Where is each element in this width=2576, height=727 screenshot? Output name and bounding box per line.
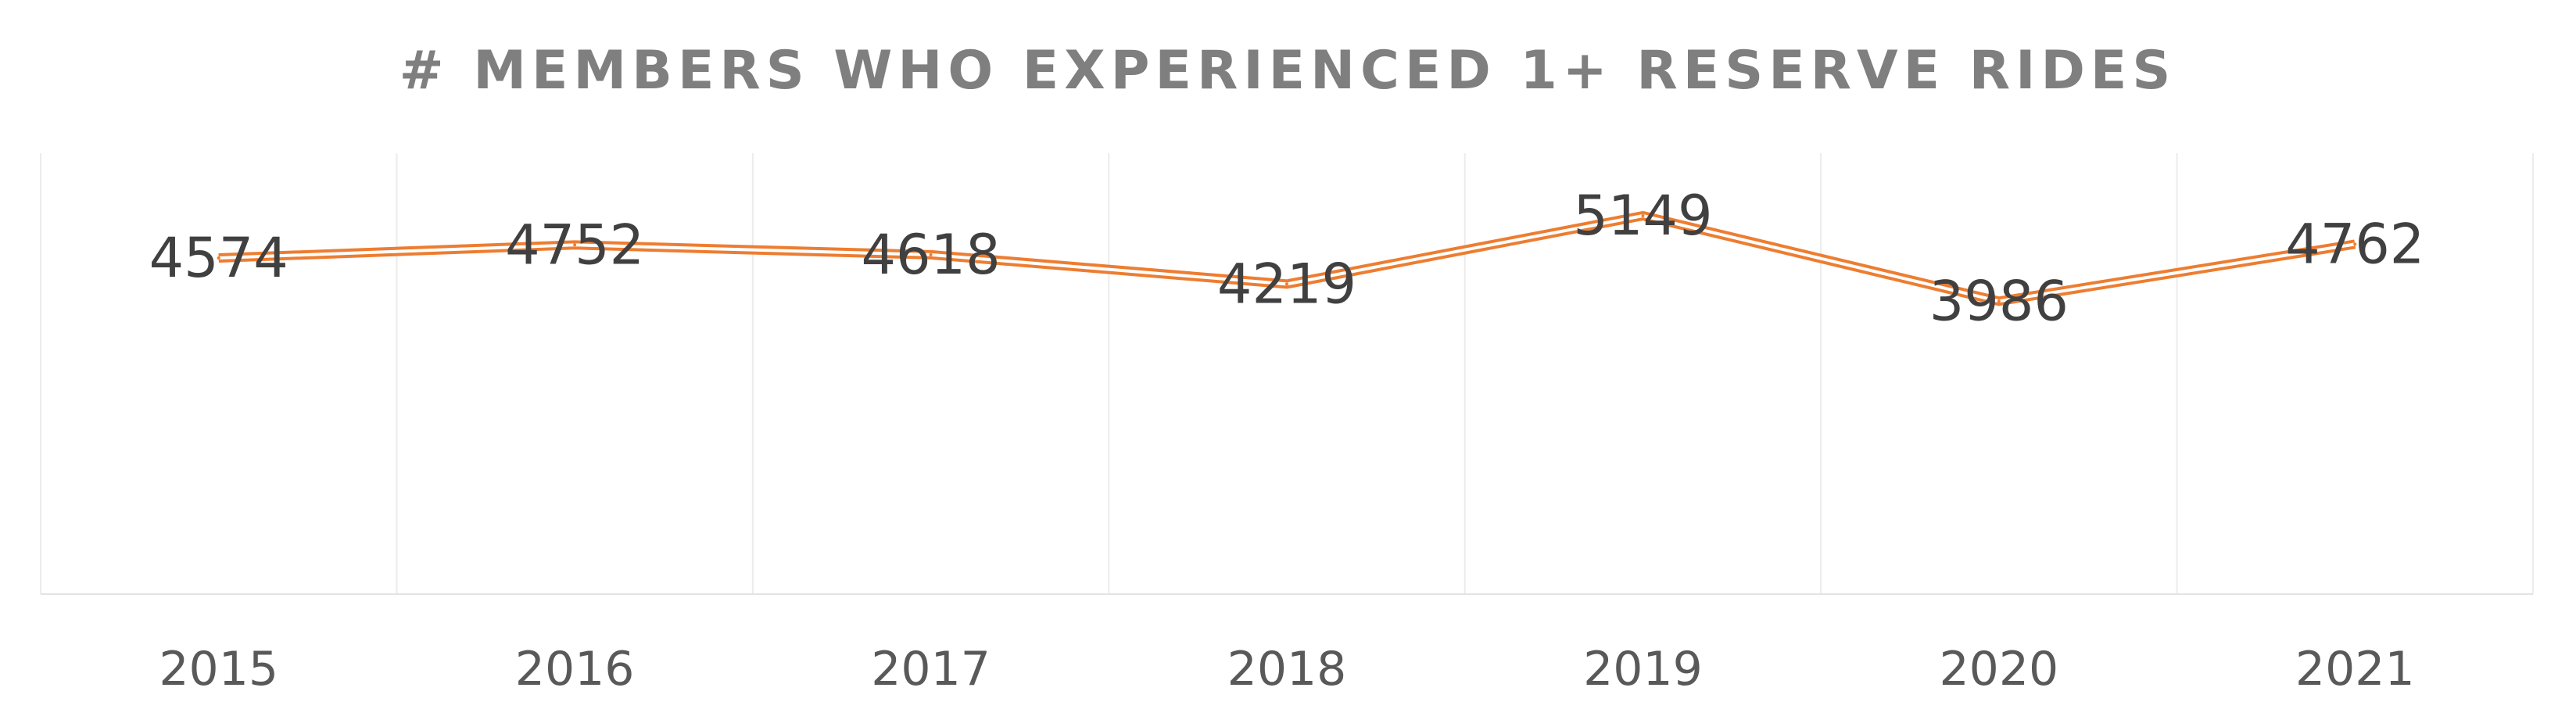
x-tick-label: 2020	[1940, 642, 2059, 697]
gridlines	[40, 153, 2534, 595]
data-point	[1285, 282, 1288, 286]
data-label: 4574	[149, 226, 288, 290]
x-tick-label: 2017	[871, 642, 991, 697]
series-layer	[217, 210, 2357, 306]
data-label: 4618	[861, 223, 1000, 287]
x-tick-label: 2016	[515, 642, 635, 697]
x-tick-label: 2021	[2295, 642, 2415, 697]
data-label: 3986	[1929, 269, 2069, 333]
data-labels: 4574 4752 4618 4219 5149 3986 4762	[149, 184, 2425, 333]
chart-title: # MEMBERS WHO EXPERIENCED 1+ RESERVE RID…	[399, 40, 2177, 102]
data-label: 4762	[2285, 212, 2424, 276]
data-point	[1997, 299, 2001, 303]
data-point	[217, 256, 220, 260]
data-point	[2353, 242, 2357, 246]
data-point	[1641, 213, 1645, 217]
data-label: 5149	[1573, 184, 1712, 248]
x-axis-tick-labels: 2015 2016 2017 2018 2019 2020 2021	[159, 642, 2414, 697]
data-label: 4752	[505, 213, 644, 277]
x-tick-label: 2019	[1583, 642, 1703, 697]
data-point	[573, 243, 577, 247]
data-label: 4219	[1217, 252, 1356, 316]
x-tick-label: 2018	[1227, 642, 1347, 697]
x-tick-label: 2015	[159, 642, 278, 697]
data-point	[929, 252, 933, 256]
